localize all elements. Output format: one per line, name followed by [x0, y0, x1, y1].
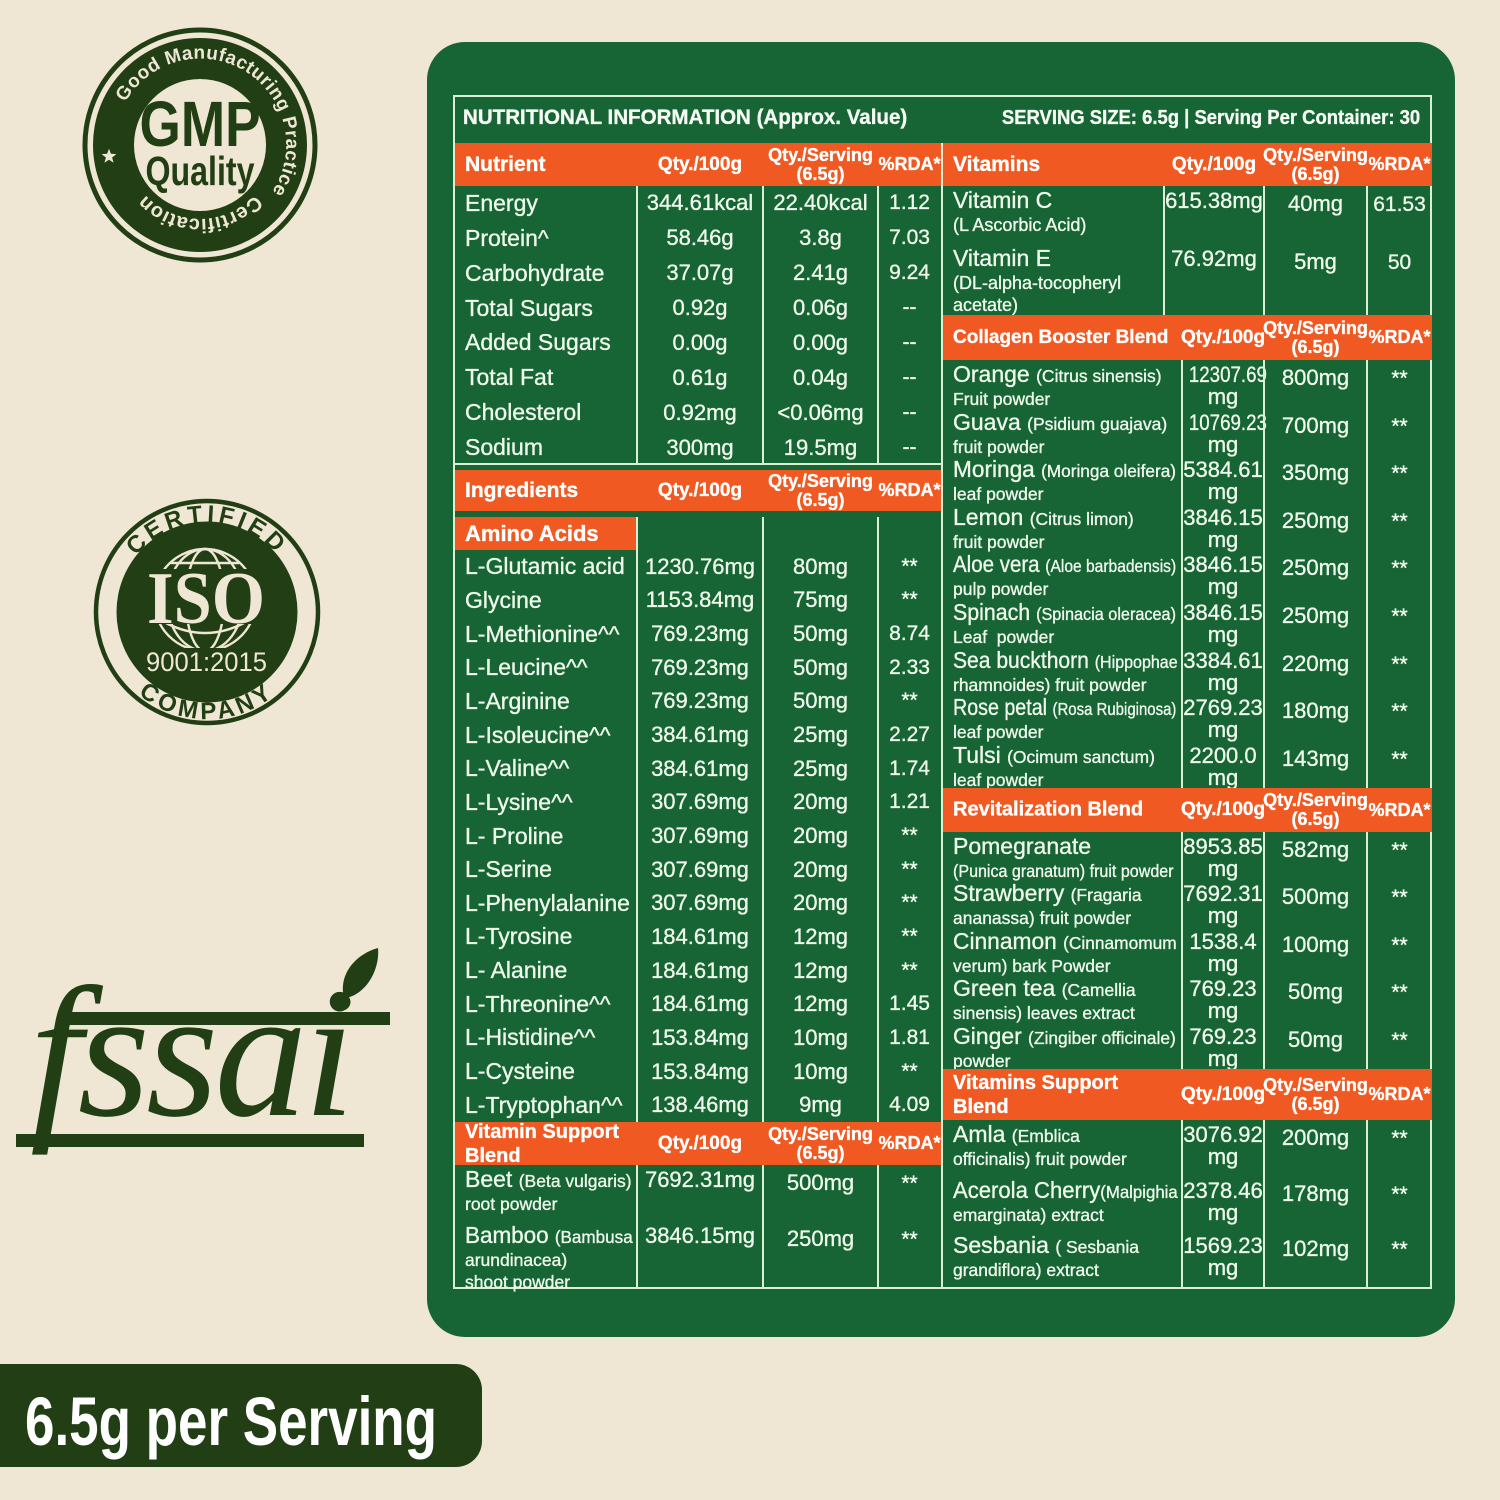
- svg-text:Quality: Quality: [146, 148, 255, 194]
- svg-text:ISO: ISO: [147, 558, 265, 640]
- svg-text:6.5g per Serving: 6.5g per Serving: [25, 1383, 437, 1460]
- svg-text:GMP: GMP: [140, 88, 261, 160]
- svg-text:9001:2015: 9001:2015: [146, 647, 267, 677]
